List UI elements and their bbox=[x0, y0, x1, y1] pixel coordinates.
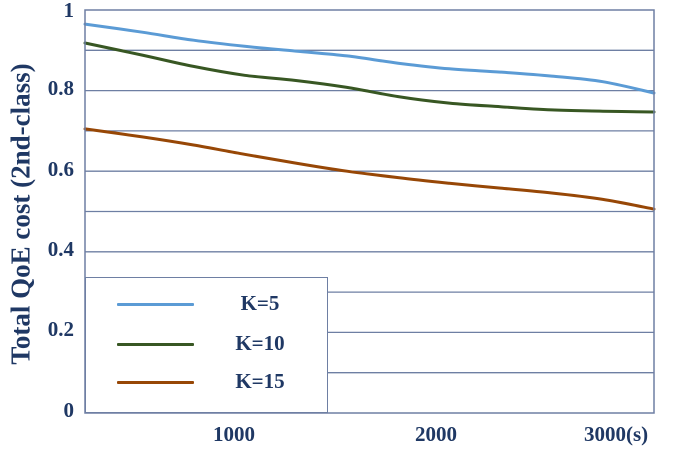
legend-swatch-k10 bbox=[117, 343, 194, 346]
series-line-k5 bbox=[83, 22, 656, 95]
y-tick-label-0.4: 0.4 bbox=[47, 237, 74, 261]
x-tick-label-1000: 1000 bbox=[213, 422, 255, 446]
series-lines bbox=[83, 22, 656, 211]
x-tick-label-2000: 2000 bbox=[415, 422, 457, 446]
x-tick-label-3000: 3000(s) bbox=[584, 422, 649, 446]
series-line-k15 bbox=[83, 127, 656, 211]
legend-item-k10: K=10 bbox=[86, 330, 327, 360]
y-tick-label-1: 1 bbox=[63, 0, 75, 22]
y-axis-title-text: Total QoE cost (2nd-class) bbox=[5, 63, 36, 365]
plot-area-border bbox=[84, 9, 655, 414]
y-tick-label-0.6: 0.6 bbox=[47, 157, 74, 181]
chart-legend: K=5 K=10 K=15 bbox=[85, 277, 328, 413]
legend-item-k15: K=15 bbox=[86, 368, 327, 398]
legend-swatch-k15 bbox=[117, 381, 194, 384]
y-tick-label-0.2: 0.2 bbox=[47, 317, 74, 341]
y-tick-label-0: 0 bbox=[63, 398, 75, 422]
y-axis-title: Total QoE cost (2nd-class) bbox=[0, 0, 40, 452]
legend-swatch-k5 bbox=[117, 303, 194, 306]
y-tick-label-0.8: 0.8 bbox=[47, 76, 74, 100]
legend-label-k5: K=5 bbox=[240, 291, 280, 315]
legend-label-k10: K=10 bbox=[235, 331, 285, 355]
series-line-k10 bbox=[83, 41, 656, 114]
legend-label-k15: K=15 bbox=[235, 369, 285, 393]
legend-item-k5: K=5 bbox=[86, 290, 327, 320]
